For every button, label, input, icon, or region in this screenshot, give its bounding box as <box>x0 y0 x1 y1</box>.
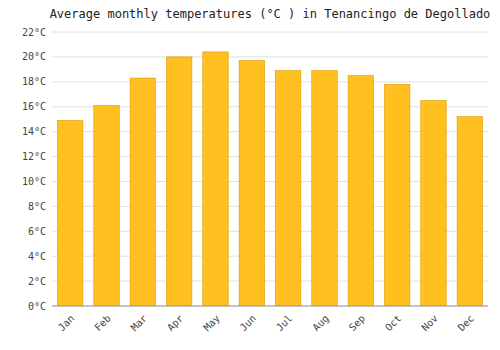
bar <box>384 84 409 306</box>
bar <box>57 120 82 306</box>
x-tick-label: Mar <box>129 313 150 334</box>
x-tick-label: Jan <box>56 313 77 334</box>
y-tick-label: 14°C <box>22 126 46 137</box>
bar <box>239 61 264 306</box>
x-tick-label: May <box>201 313 222 334</box>
x-tick-label: Apr <box>165 313 186 334</box>
y-grid <box>52 32 488 306</box>
y-tick-label: 8°C <box>28 201 46 212</box>
y-tick-label: 20°C <box>22 51 46 62</box>
bar <box>312 71 337 306</box>
title: Average monthly temperatures (°C ) in Te… <box>50 7 491 21</box>
y-tick-labels: 0°C 2°C 4°C 6°C 8°C 10°C 12°C 14°C 16°C 18°C 20°C 2… <box>22 27 46 312</box>
x-axis <box>52 306 488 307</box>
y-tick-label: 0°C <box>28 301 46 312</box>
x-tick-label: Dec <box>456 313 477 334</box>
x-tick-label: Sep <box>347 313 368 334</box>
y-tick-label: 22°C <box>22 27 46 38</box>
bar <box>166 57 191 306</box>
x-tick-label: Jun <box>238 313 259 334</box>
grid-line <box>52 32 488 33</box>
grid-line <box>52 306 488 307</box>
x-tick-label: Oct <box>383 313 404 334</box>
x-tick-label: Jul <box>274 313 295 334</box>
bar <box>457 117 482 306</box>
bar <box>348 76 373 306</box>
x-tick-label: Nov <box>419 313 440 334</box>
y-tick-label: 6°C <box>28 226 46 237</box>
grid-line <box>52 81 488 82</box>
y-tick-label: 4°C <box>28 251 46 262</box>
y-tick-label: 12°C <box>22 151 46 162</box>
y-tick-label: 18°C <box>22 76 46 87</box>
y-tick-label: 2°C <box>28 276 46 287</box>
bar <box>421 101 446 307</box>
x-tick-label: Aug <box>310 313 331 334</box>
x-tick-label: Feb <box>92 313 113 334</box>
y-tick-label: 10°C <box>22 176 46 187</box>
bar <box>94 105 119 306</box>
bar <box>203 52 228 306</box>
bars <box>57 52 482 306</box>
bar <box>130 78 155 306</box>
x-tick-labels: Jan Feb Mar Apr May Jun Jul Aug Sep Oct Nov Dec <box>56 313 476 334</box>
grid-line <box>52 56 488 57</box>
bar <box>275 71 300 306</box>
chart: Average monthly temperatures (°C ) in Te… <box>0 0 500 350</box>
y-tick-label: 16°C <box>22 101 46 112</box>
